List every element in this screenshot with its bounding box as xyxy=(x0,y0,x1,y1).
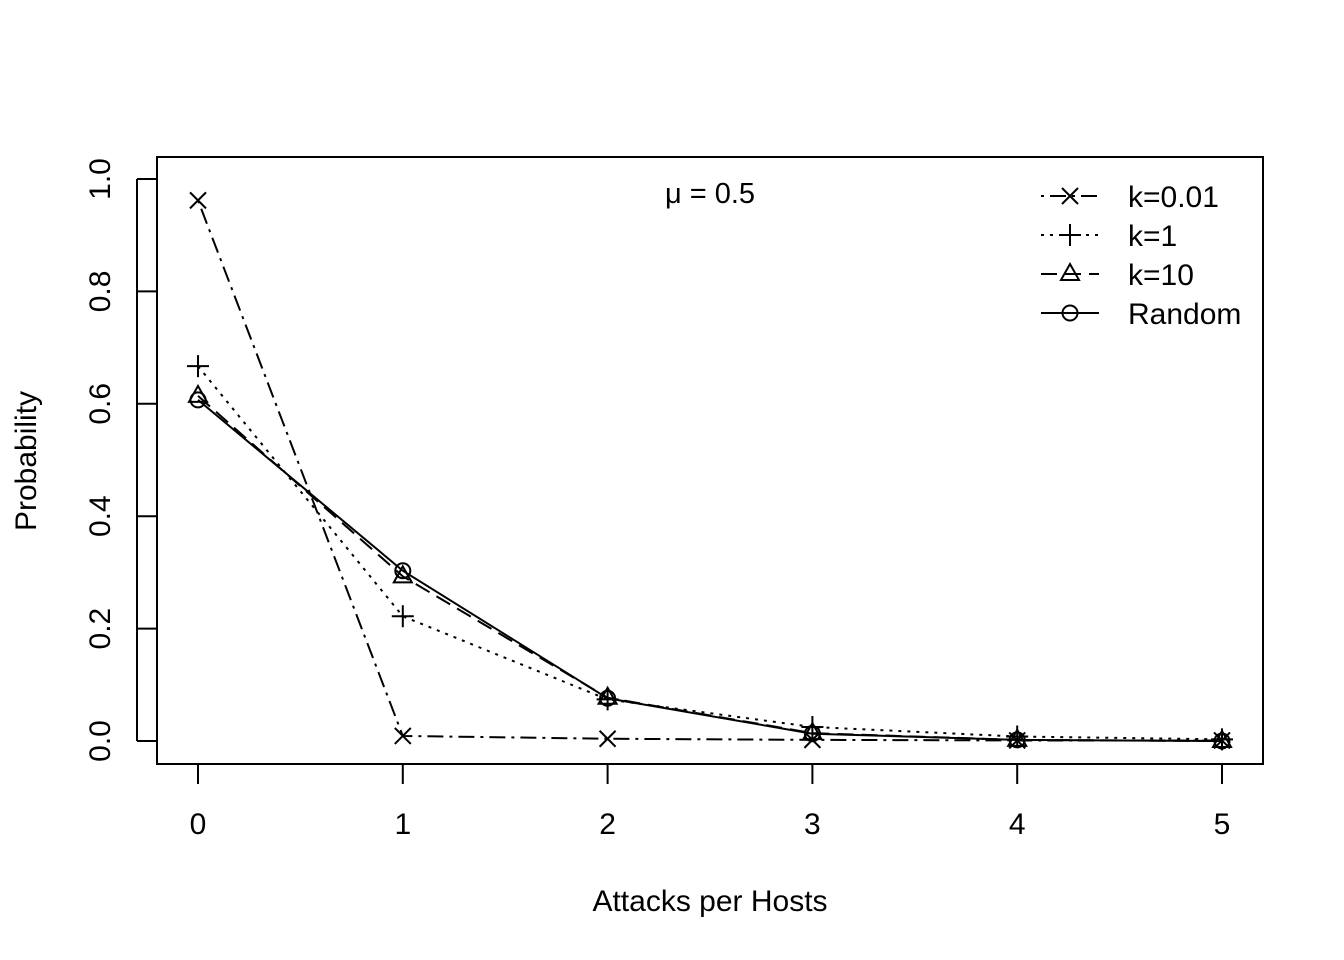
series-1 xyxy=(187,355,1233,751)
y-tick-label: 1.0 xyxy=(84,158,117,200)
legend-item: k=0.01 xyxy=(1041,181,1219,214)
series-line xyxy=(197,365,1223,741)
legend-item: Random xyxy=(1041,298,1241,331)
y-tick-label: 0.0 xyxy=(84,720,117,762)
legend-label: k=1 xyxy=(1128,220,1177,253)
legend-item: k=1 xyxy=(1041,220,1177,253)
legend-marker xyxy=(1059,261,1081,281)
x-tick-label: 5 xyxy=(1214,808,1231,841)
data-point xyxy=(394,727,412,745)
legend-marker xyxy=(1059,224,1081,246)
series-line xyxy=(197,395,1223,742)
x-axis-label: Attacks per Hosts xyxy=(592,885,827,918)
data-point xyxy=(1213,732,1231,750)
legend-label: Random xyxy=(1128,298,1241,331)
x-tick-label: 1 xyxy=(394,808,411,841)
data-point xyxy=(391,605,414,628)
data-point xyxy=(394,562,412,580)
legend-label: k=0.01 xyxy=(1128,181,1219,214)
series-0 xyxy=(189,191,1231,750)
legend-marker xyxy=(1061,304,1079,322)
y-tick-label: 0.2 xyxy=(84,608,117,650)
data-point xyxy=(187,383,209,403)
annotation-mu: μ = 0.5 xyxy=(665,178,755,210)
x-tick-label: 2 xyxy=(599,808,616,841)
data-point xyxy=(598,730,617,748)
series-2 xyxy=(187,383,1233,748)
y-axis-label: Probability xyxy=(10,391,43,531)
x-tick-label: 4 xyxy=(1009,808,1026,841)
data-point xyxy=(801,721,824,741)
data-point xyxy=(803,725,821,743)
x-tick-label: 0 xyxy=(190,808,207,841)
series-line xyxy=(197,399,1223,742)
y-tick-label: 0.8 xyxy=(84,271,117,313)
legend-marker xyxy=(1061,187,1079,205)
data-point xyxy=(1008,731,1026,749)
plot-frame xyxy=(156,156,1264,765)
data-point xyxy=(189,391,207,409)
legend-item: k=10 xyxy=(1041,259,1194,292)
data-point xyxy=(187,355,209,378)
x-tick-label: 3 xyxy=(804,808,821,841)
legend: k=0.01 k=1 k=10 Random xyxy=(1041,181,1241,331)
series-3 xyxy=(189,391,1231,750)
x-axis: 0 1 2 3 4 5 xyxy=(190,763,1231,841)
legend-label: k=10 xyxy=(1128,259,1194,292)
data-point xyxy=(599,689,617,707)
series-layer xyxy=(187,191,1233,751)
data-point xyxy=(1211,728,1233,748)
y-tick-label: 0.6 xyxy=(84,383,117,425)
data-point xyxy=(1006,727,1028,747)
y-tick-label: 0.4 xyxy=(84,495,117,537)
y-axis: 0.0 0.2 0.4 0.6 0.8 1.0 xyxy=(84,158,157,762)
data-point xyxy=(189,191,207,210)
series-line xyxy=(197,199,1222,742)
